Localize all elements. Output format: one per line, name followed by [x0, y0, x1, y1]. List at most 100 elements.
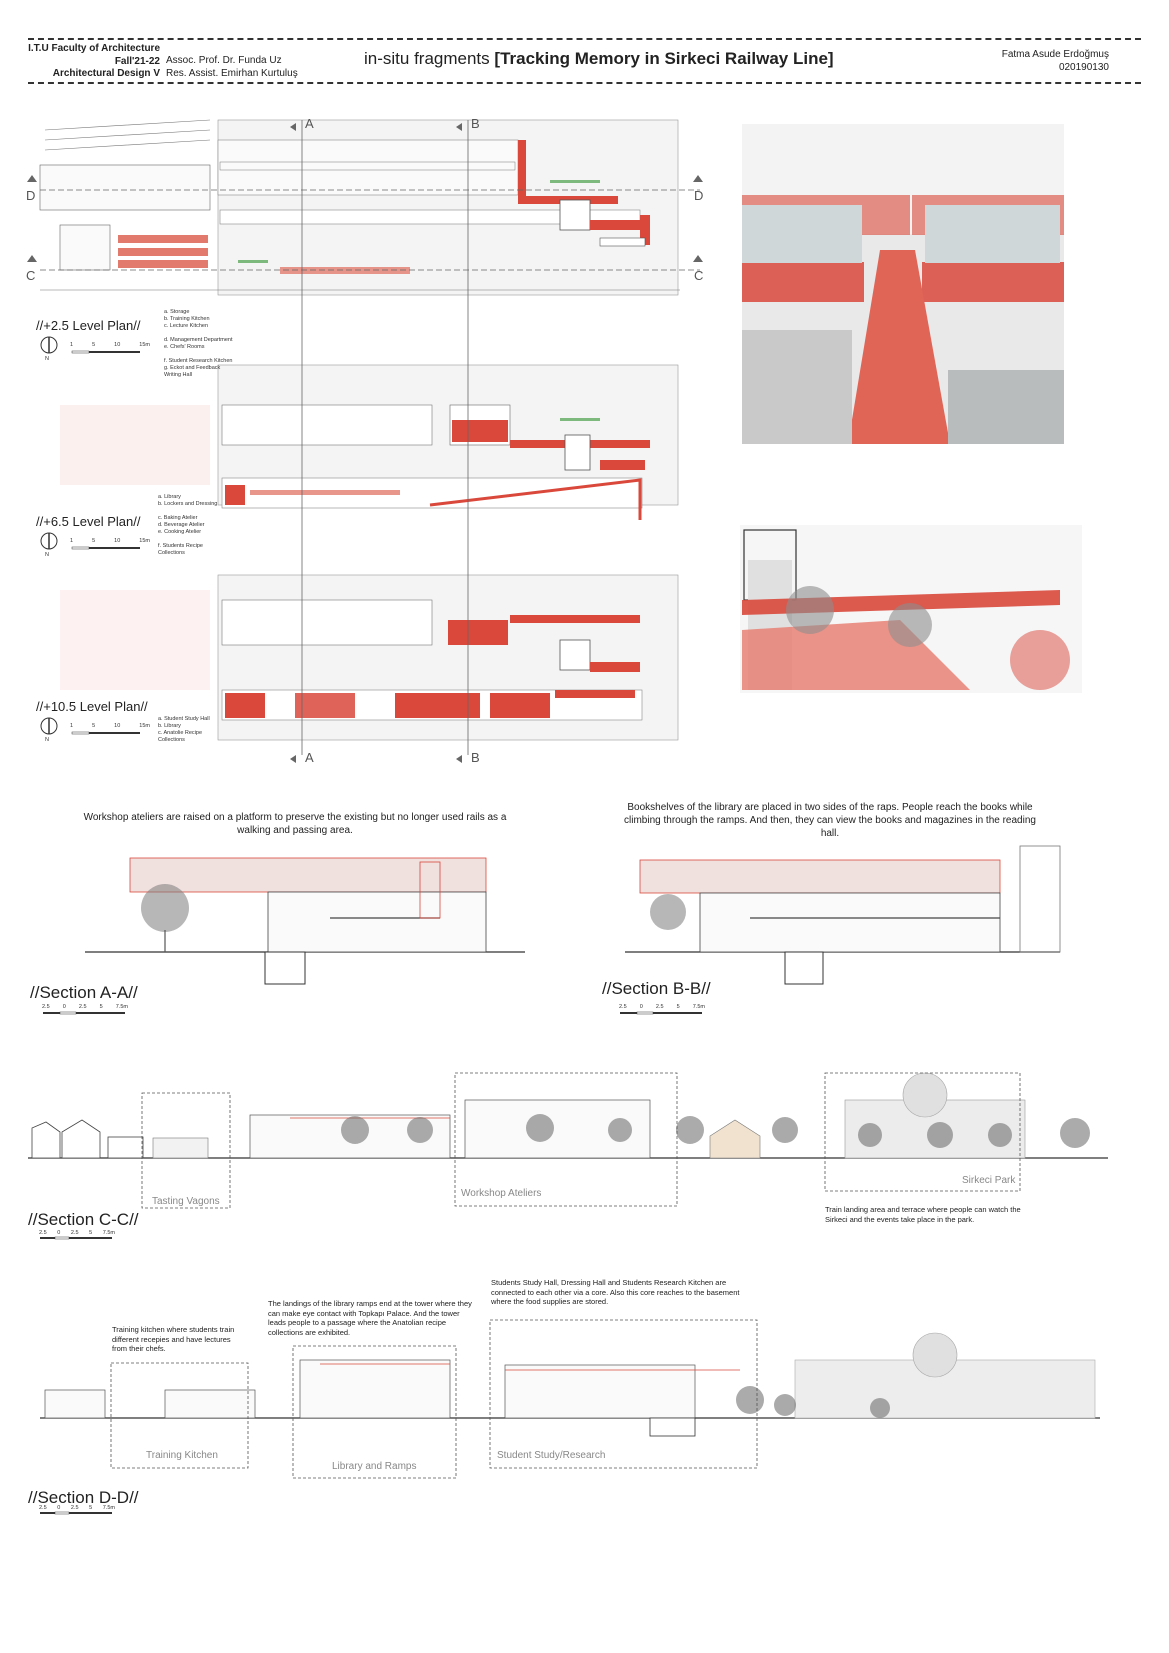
plan-label-10-5: //+10.5 Level Plan//	[36, 699, 148, 714]
axis-c-right: C	[694, 268, 704, 283]
caption-section-dd-library: The landings of the library ramps end at…	[268, 1299, 472, 1337]
section-title-aa: //Section A-A//	[30, 983, 138, 1002]
legend-item: a. Student Study Hall	[158, 716, 210, 722]
label-workshop-ateliers: Workshop Ateliers	[461, 1188, 542, 1199]
plan-label-6-5: //+6.5 Level Plan//	[36, 514, 141, 529]
box-library-ramps	[292, 1345, 457, 1479]
scale-tick: 1	[70, 342, 74, 348]
scale-tick: 2.5	[39, 1230, 47, 1236]
section-scale-labels: 2.5 0 2.5 5 7.5m	[619, 1004, 705, 1011]
scale-bar-icon	[71, 546, 140, 550]
label-tasting-vagons: Tasting Vagons	[152, 1196, 220, 1207]
axis-b-bottom: B	[471, 750, 480, 765]
scale-tick: 5	[89, 1230, 93, 1236]
faculty-name: I.T.U Faculty of Architecture	[28, 43, 160, 54]
header-instructors: Assoc. Prof. Dr. Funda Uz Res. Assist. E…	[166, 55, 298, 80]
header-author: Fatma Asude Erdoğmuş 020190130	[909, 49, 1109, 74]
box-workshop-ateliers	[454, 1072, 678, 1207]
scale-tick: 7.5m	[115, 1004, 128, 1010]
legend-item: Collections	[158, 737, 185, 743]
scale-tick: 0	[57, 1505, 61, 1511]
scale-tick: 15m	[139, 342, 150, 348]
legend-item: a. Storage	[164, 309, 190, 315]
legend-item: e. Cooking Atelier	[158, 529, 202, 535]
plan-10-5-drawing	[60, 574, 679, 741]
scale-tick: 10	[114, 538, 121, 544]
scale-tick: 15m	[139, 538, 150, 544]
legend-item: Collections	[158, 550, 185, 556]
axis-b-top: B	[471, 116, 480, 131]
box-tasting-vagons	[141, 1092, 231, 1209]
scale-tick: 2.5	[39, 1505, 47, 1511]
header-bottom-rule	[28, 82, 1141, 84]
scale-tick: 5	[89, 1505, 93, 1511]
legend-item: Writing Hall	[164, 372, 193, 378]
section-title-bb: //Section B-B//	[602, 979, 711, 998]
plan-scale-labels: 1 5 10 15m	[70, 342, 150, 349]
label-student-study: Student Study/Research	[497, 1450, 606, 1461]
scale-tick: 0	[57, 1230, 61, 1236]
legend-item: g. Eckot and Feedback	[164, 365, 221, 371]
scale-tick: 15m	[139, 723, 150, 729]
scale-bar-icon	[40, 1236, 112, 1240]
legend-item: c. Lecture Kitchen	[164, 323, 209, 329]
plan-legend-2-5: a. Storage b. Training Kitchen c. Lectur…	[164, 309, 232, 379]
section-scale-labels: 2.5 0 2.5 5 7.5m	[39, 1230, 115, 1237]
axis-d-left: D	[26, 188, 36, 203]
scale-tick: 1	[70, 723, 74, 729]
legend-item: c. Anatolie Recipe	[158, 730, 203, 736]
render-elevated-walkway	[742, 124, 1064, 444]
scale-tick: 0	[639, 1004, 643, 1010]
axis-arrows	[27, 123, 703, 763]
legend-item: d. Beverage Atelier	[158, 522, 205, 528]
section-title-dd: //Section D-D//	[28, 1488, 139, 1507]
legend-item: f. Students Recipe	[158, 543, 203, 549]
scale-bar-icon	[620, 1011, 702, 1015]
scale-tick: 10	[114, 342, 121, 348]
label-library-ramps: Library and Ramps	[332, 1461, 417, 1472]
label-sirkeci-park: Sirkeci Park	[962, 1175, 1016, 1186]
axis-a-top: A	[305, 116, 314, 131]
legend-item: c. Baking Atelier	[158, 515, 198, 521]
title-prefix: in-situ fragments	[364, 49, 490, 68]
label-training-kitchen: Training Kitchen	[146, 1450, 218, 1461]
scale-tick: 7.5m	[692, 1004, 705, 1010]
sheet-title: in-situ fragments [Tracking Memory in Si…	[364, 49, 834, 69]
header-top-rule	[28, 38, 1141, 40]
legend-item: d. Management Department	[164, 337, 233, 343]
plan-6-5-drawing	[60, 364, 679, 520]
box-student-study	[489, 1319, 758, 1469]
north-label: N	[45, 552, 49, 558]
north-arrow-icon	[40, 336, 58, 354]
scale-bar-icon	[40, 1511, 112, 1515]
section-title-cc: //Section C-C//	[28, 1210, 139, 1229]
scale-tick: 5	[92, 342, 96, 348]
caption-section-dd-study: Students Study Hall, Dressing Hall and S…	[491, 1278, 740, 1306]
caption-section-aa: Workshop ateliers are raised on a platfo…	[83, 812, 507, 836]
box-training-kitchen	[110, 1362, 249, 1469]
section-bb-drawing	[625, 845, 1061, 985]
caption-section-cc-park: Train landing area and terrace where peo…	[825, 1205, 1021, 1224]
student-number: 020190130	[1058, 61, 1109, 73]
instructor-name: Assoc. Prof. Dr. Funda Uz	[166, 55, 282, 66]
scale-tick: 5	[92, 538, 96, 544]
section-scale-labels: 2.5 0 2.5 5 7.5m	[42, 1004, 128, 1011]
scale-tick: 0	[62, 1004, 66, 1010]
north-label: N	[45, 737, 49, 743]
scale-tick: 2.5	[70, 1230, 79, 1236]
caption-section-bb: Bookshelves of the library are placed in…	[624, 802, 1036, 839]
course-name: Architectural Design V	[52, 68, 160, 79]
scale-tick: 2.5	[70, 1505, 79, 1511]
scale-tick: 5	[676, 1004, 680, 1010]
plan-legend-10-5: a. Student Study Hall b. Library c. Anat…	[158, 716, 210, 744]
caption-section-dd-kitchen: Training kitchen where students train di…	[112, 1325, 235, 1353]
scale-bar-icon	[43, 1011, 125, 1015]
legend-item: b. Training Kitchen	[164, 316, 210, 322]
section-cut-lines	[40, 120, 700, 755]
scale-tick: 1	[70, 538, 74, 544]
assistant-name: Res. Assist. Emirhan Kurtuluş	[166, 67, 298, 79]
